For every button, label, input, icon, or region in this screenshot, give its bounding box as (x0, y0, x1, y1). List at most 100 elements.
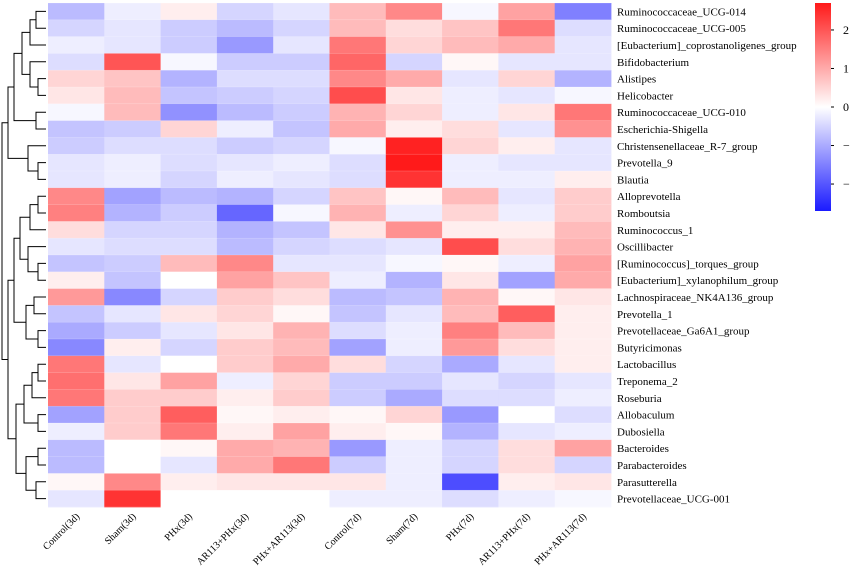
heatmap-cell (442, 3, 499, 21)
row-label: Oscillibacter (617, 242, 674, 254)
heatmap-cell (48, 406, 105, 424)
dendrogram-branch (7, 86, 28, 159)
heatmap-cell (216, 423, 274, 441)
row-label: [Eubacterium]_coprostanoligenes_group (617, 40, 797, 52)
heatmap-cell (160, 70, 218, 88)
heatmap-cell (554, 406, 612, 424)
dendrogram-branch (33, 296, 46, 315)
row-label: Roseburia (617, 393, 662, 405)
colorbar-tick-label: 1 (843, 61, 849, 75)
column-label: PHx(7d) (444, 511, 476, 543)
heatmap-cell (385, 154, 443, 172)
heatmap-cell (498, 389, 556, 407)
heatmap-cell (498, 372, 556, 390)
dendrogram-branch (37, 330, 46, 348)
column-label: Sham(3d) (103, 511, 139, 547)
heatmap-cell (554, 490, 612, 508)
heatmap-cell (385, 305, 443, 323)
heatmap-cell (48, 36, 105, 54)
heatmap-cell (498, 103, 556, 121)
heatmap-cell (498, 70, 556, 88)
row-label: Bacteroides (617, 443, 669, 455)
heatmap-cell (442, 490, 499, 508)
heatmap-cell (104, 423, 161, 441)
heatmap-cell (385, 456, 443, 474)
colorbar-tick-label: 2 (843, 23, 849, 37)
heatmap-cell (216, 187, 274, 205)
heatmap-cell (554, 137, 612, 155)
heatmap-cell (216, 406, 274, 424)
heatmap-cell (104, 137, 161, 155)
heatmap-cell (104, 19, 161, 37)
row-label: Lactobacillus (617, 359, 676, 371)
heatmap-cell (498, 473, 556, 491)
heatmap-cell (273, 322, 330, 340)
heatmap-cell (160, 221, 218, 239)
heatmap-cell (329, 171, 387, 189)
heatmap-cell (498, 154, 556, 172)
colorbar-tick-label: −1 (843, 139, 850, 153)
heatmap-cell (385, 355, 443, 373)
heatmap-cell (329, 19, 387, 37)
heatmap-cell (104, 255, 161, 273)
heatmap-cell (554, 423, 612, 441)
heatmap-cell (160, 339, 218, 357)
heatmap-cell (104, 87, 161, 105)
heatmap-cell (442, 171, 499, 189)
heatmap-cell (498, 137, 556, 155)
heatmap-cell (329, 120, 387, 138)
heatmap-cell (385, 288, 443, 306)
heatmap-cell (48, 87, 105, 105)
row-label: Butyricimonas (617, 342, 682, 354)
heatmap-cell (329, 137, 387, 155)
dendrogram-branch (31, 372, 46, 399)
heatmap-cell (329, 53, 387, 71)
heatmap-cell (385, 238, 443, 256)
heatmap-cell (385, 490, 443, 508)
heatmap-cell (442, 103, 499, 121)
heatmap-cell (385, 70, 443, 88)
column-label: Control(3d) (41, 511, 82, 552)
heatmap-cell (216, 137, 274, 155)
heatmap-cell (498, 53, 556, 71)
heatmap-cell (498, 305, 556, 323)
heatmap-cell (273, 19, 330, 37)
heatmap-cell (160, 137, 218, 155)
heatmap-cell (104, 490, 161, 508)
column-label: Control(7d) (323, 511, 364, 552)
heatmap-cell (554, 87, 612, 105)
heatmap-cell (385, 322, 443, 340)
heatmap-cell (554, 238, 612, 256)
heatmap-cell (160, 19, 218, 37)
heatmap-cell (273, 171, 330, 189)
heatmap-cell (160, 389, 218, 407)
row-label: Lachnospiraceae_NK4A136_group (617, 292, 774, 304)
heatmap-cell (385, 137, 443, 155)
heatmap-cell (160, 406, 218, 424)
heatmap-cell (48, 490, 105, 508)
column-label: AR113+PHx(7d) (476, 511, 532, 567)
heatmap-cell (554, 439, 612, 457)
row-label: Prevotella_1 (617, 309, 673, 321)
heatmap-cell (104, 473, 161, 491)
heatmap-cell (498, 204, 556, 222)
row-label: Ruminococcaceae_UCG-005 (617, 23, 746, 35)
heatmap-cell (498, 456, 556, 474)
heatmap-cell (48, 473, 105, 491)
dendrogram-branch (7, 279, 16, 440)
heatmap-cell (442, 423, 499, 441)
heatmap-cell (329, 439, 387, 457)
heatmap-cell (104, 456, 161, 474)
heatmap-cell (216, 255, 274, 273)
heatmap-cell (385, 3, 443, 21)
heatmap-cell (385, 221, 443, 239)
heatmap-cell (554, 372, 612, 390)
heatmap-cell (554, 221, 612, 239)
heatmap-cell (48, 19, 105, 37)
heatmap-cells (48, 2, 612, 508)
heatmap-cell (216, 271, 274, 289)
heatmap-cell (48, 456, 105, 474)
heatmap-cell (442, 154, 499, 172)
heatmap-cell (48, 271, 105, 289)
